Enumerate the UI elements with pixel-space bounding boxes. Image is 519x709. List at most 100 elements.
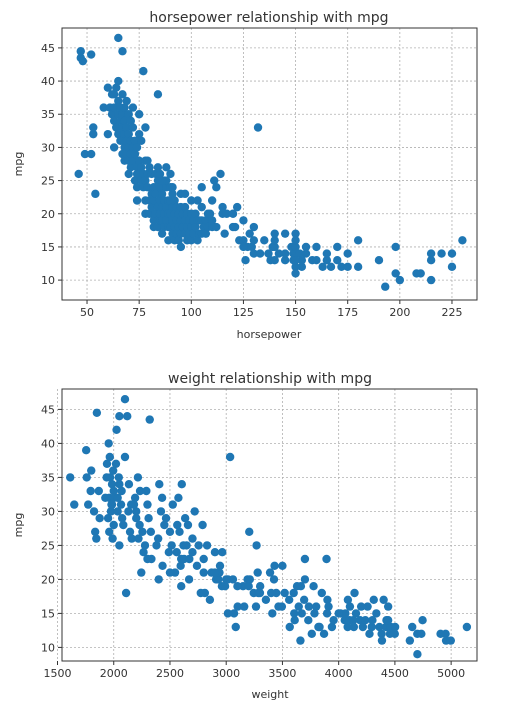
data-point <box>177 480 186 489</box>
data-point <box>343 622 352 632</box>
data-point <box>162 163 171 172</box>
data-point <box>294 602 303 611</box>
data-point <box>114 33 123 43</box>
data-point <box>120 116 129 126</box>
data-point <box>311 602 321 611</box>
x-tick-label: 2000 <box>100 667 128 680</box>
data-point <box>105 473 115 482</box>
data-point <box>103 129 113 139</box>
data-point <box>244 582 253 591</box>
data-point <box>280 229 290 238</box>
y-tick-label: 10 <box>41 274 55 287</box>
data-point <box>212 222 221 232</box>
data-point <box>291 262 300 272</box>
data-point <box>304 602 314 611</box>
data-point <box>278 561 287 570</box>
data-point <box>109 90 119 99</box>
data-point <box>141 176 150 185</box>
data-point <box>228 209 238 218</box>
data-point <box>223 609 233 618</box>
data-point <box>166 169 175 179</box>
x-tick-label: 2500 <box>156 667 184 680</box>
data-point <box>285 622 294 632</box>
x-tick-label: 175 <box>337 306 358 319</box>
data-point <box>89 123 98 132</box>
data-point <box>134 156 144 165</box>
data-point <box>413 650 422 659</box>
data-point <box>241 255 250 265</box>
data-point <box>245 229 254 238</box>
data-point <box>157 493 167 502</box>
data-point <box>147 202 156 212</box>
data-point <box>107 480 117 489</box>
data-point <box>222 575 231 584</box>
data-point <box>70 500 79 509</box>
data-point <box>151 189 161 199</box>
data-point <box>117 486 126 496</box>
data-point <box>416 269 425 278</box>
data-point <box>168 500 177 509</box>
data-point <box>113 493 122 502</box>
y-tick-label: 45 <box>41 42 55 55</box>
data-point <box>172 548 181 557</box>
data-point <box>130 149 140 159</box>
data-point <box>348 616 358 625</box>
data-point <box>102 459 112 468</box>
data-point <box>155 169 165 179</box>
chart-1-title: horsepower relationship with mpg <box>149 10 388 26</box>
data-point <box>297 609 306 618</box>
y-tick-label: 40 <box>41 437 55 450</box>
data-point <box>312 255 321 265</box>
data-point <box>201 229 211 238</box>
data-point <box>231 622 240 632</box>
data-point <box>103 83 113 92</box>
data-point <box>92 534 101 543</box>
x-tick-label: 3500 <box>268 667 296 680</box>
data-point <box>184 575 194 584</box>
chart-1-ticks: 50 75 100 125 150 175 200 225 10 15 20 25 30 35 40 45 <box>41 42 462 319</box>
data-point <box>300 575 310 584</box>
data-point <box>143 183 152 192</box>
data-point <box>337 262 346 272</box>
data-point <box>115 541 124 550</box>
data-point <box>426 255 436 265</box>
data-point <box>197 183 206 192</box>
data-point <box>264 249 273 258</box>
data-point <box>379 595 388 604</box>
data-point <box>343 595 353 604</box>
x-tick-label: 3000 <box>212 667 240 680</box>
data-point <box>405 636 415 645</box>
data-point <box>265 568 275 577</box>
data-point <box>132 196 142 205</box>
data-point <box>249 249 259 258</box>
data-point <box>215 561 225 570</box>
data-point <box>245 527 254 536</box>
data-point <box>318 262 327 272</box>
data-point <box>134 129 144 139</box>
data-point <box>145 415 154 424</box>
data-point <box>383 602 393 611</box>
data-point <box>426 275 436 285</box>
data-point <box>120 452 130 462</box>
data-point <box>268 609 277 618</box>
data-point <box>177 582 186 591</box>
data-point <box>270 242 279 252</box>
chart-1-xlabel: horsepower <box>237 328 302 341</box>
data-point <box>140 541 150 550</box>
data-point <box>290 616 299 625</box>
y-tick-label: 30 <box>41 141 55 154</box>
data-point <box>165 568 175 577</box>
data-point <box>334 609 343 618</box>
data-point <box>319 629 329 638</box>
data-point <box>109 116 119 126</box>
data-point <box>381 282 390 291</box>
data-point <box>128 103 138 112</box>
data-point <box>153 163 163 172</box>
data-point <box>113 507 122 516</box>
data-point <box>130 493 140 502</box>
data-point <box>390 629 399 638</box>
y-tick-label: 40 <box>41 75 55 88</box>
data-point <box>322 554 331 564</box>
data-point <box>109 103 119 112</box>
data-point <box>78 56 88 66</box>
